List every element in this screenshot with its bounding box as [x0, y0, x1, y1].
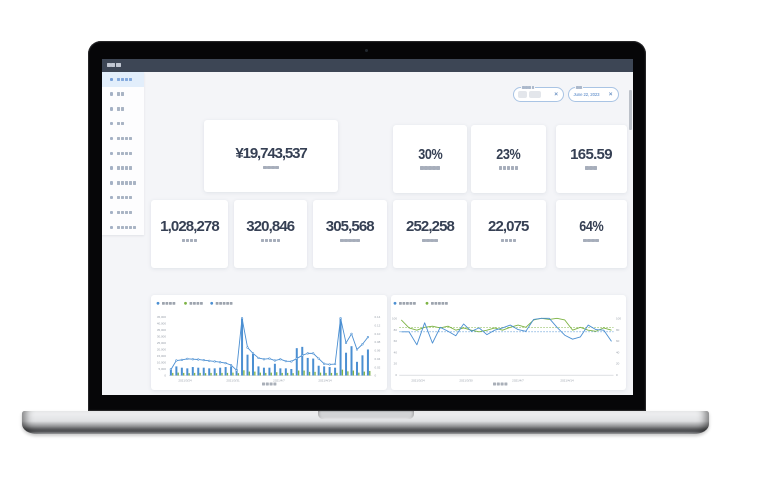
svg-text:2021/4/14: 2021/4/14 [318, 379, 332, 383]
svg-text:0: 0 [375, 374, 377, 378]
svg-text:80: 80 [394, 328, 398, 332]
svg-text:0.02: 0.02 [375, 365, 381, 369]
svg-text:45,000: 45,000 [157, 315, 167, 319]
svg-text:0: 0 [395, 373, 397, 377]
svg-text:0.14: 0.14 [375, 315, 381, 319]
svg-text:0.12: 0.12 [375, 324, 381, 328]
svg-text:60: 60 [394, 339, 398, 343]
svg-text:2021/4/7: 2021/4/7 [512, 379, 524, 383]
svg-text:2021/4/7: 2021/4/7 [273, 379, 285, 383]
svg-text:0.06: 0.06 [375, 349, 381, 353]
svg-text:20: 20 [394, 362, 398, 366]
svg-text:0.10: 0.10 [375, 332, 381, 336]
svg-text:60: 60 [616, 339, 620, 343]
svg-text:2021/4/14: 2021/4/14 [560, 379, 574, 383]
svg-text:10,000: 10,000 [157, 361, 167, 365]
svg-text:2021/3/31: 2021/3/31 [226, 379, 240, 383]
svg-text:2021/3/24: 2021/3/24 [178, 379, 192, 383]
svg-text:100: 100 [616, 317, 621, 321]
svg-text:15,000: 15,000 [157, 354, 167, 358]
svg-text:40: 40 [616, 350, 620, 354]
svg-text:35,000: 35,000 [157, 328, 167, 332]
svg-text:80: 80 [616, 328, 620, 332]
svg-text:30,000: 30,000 [157, 335, 167, 339]
svg-text:2021/3/24: 2021/3/24 [411, 379, 425, 383]
svg-text:5,000: 5,000 [158, 367, 166, 371]
svg-text:20: 20 [616, 362, 620, 366]
svg-text:0: 0 [616, 373, 618, 377]
svg-text:0: 0 [164, 374, 166, 378]
svg-text:2021/3/30: 2021/3/30 [459, 379, 473, 383]
svg-text:25,000: 25,000 [157, 341, 167, 345]
svg-text:100: 100 [392, 317, 397, 321]
svg-text:20,000: 20,000 [157, 348, 167, 352]
svg-text:40: 40 [394, 350, 398, 354]
svg-text:0.04: 0.04 [375, 357, 381, 361]
svg-text:0.08: 0.08 [375, 340, 381, 344]
svg-text:40,000: 40,000 [157, 322, 167, 326]
